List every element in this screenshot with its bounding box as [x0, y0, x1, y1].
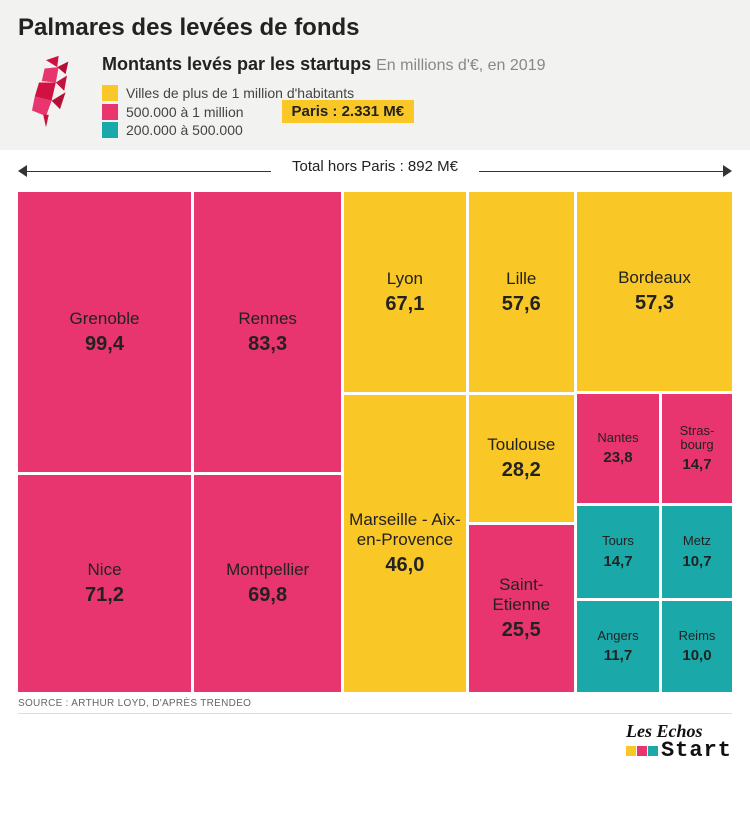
paris-label: Paris : — [292, 103, 338, 120]
legend-label: Villes de plus de 1 million d'habitants — [126, 85, 354, 101]
brand-bottom: Start — [661, 740, 732, 762]
total-bracket: Total hors Paris : 892 M€ — [18, 158, 732, 186]
legend-item-large: Villes de plus de 1 million d'habitants — [102, 85, 732, 101]
arrow-right-icon — [723, 165, 732, 177]
subtitle-bold: Montants levés par les startups — [102, 54, 371, 74]
treemap-cell: Angers11,7 — [577, 601, 659, 692]
infographic-root: Palmares des levées de fonds Montants le… — [0, 0, 750, 780]
brand-dot-icon — [626, 746, 636, 756]
treemap-cell: Reims10,0 — [662, 601, 732, 692]
swatch-small — [102, 122, 118, 138]
total-label: Total hors Paris : 892 M€ — [292, 158, 458, 175]
treemap-cell: Nice71,2 — [18, 475, 191, 692]
swatch-large — [102, 85, 118, 101]
subtitle-light: En millions d'€, en 2019 — [376, 57, 545, 74]
treemap-cell: Lyon67,1 — [344, 192, 465, 392]
arrow-left-icon — [18, 165, 27, 177]
treemap-cell: Stras- bourg14,7 — [662, 394, 732, 503]
header: Palmares des levées de fonds Montants le… — [0, 0, 750, 150]
paris-value: 2.331 M€ — [342, 103, 405, 120]
brand-dot-icon — [648, 746, 658, 756]
treemap-cell: Toulouse28,2 — [469, 395, 574, 522]
legend: Villes de plus de 1 million d'habitants … — [102, 85, 732, 138]
treemap-cell: Saint-Etienne25,5 — [469, 525, 574, 692]
treemap-cell: Tours14,7 — [577, 506, 659, 597]
treemap-cell: Lille57,6 — [469, 192, 574, 392]
footer: Les Echos Start — [0, 714, 750, 780]
legend-label: 200.000 à 500.000 — [126, 122, 243, 138]
legend-item-medium: 500.000 à 1 million Paris : 2.331 M€ — [102, 103, 732, 120]
brand-logo: Les Echos Start — [626, 722, 732, 762]
swatch-medium — [102, 104, 118, 120]
treemap-cell: Rennes83,3 — [194, 192, 341, 472]
source-line: SOURCE : ARTHUR LOYD, D'APRÈS TRENDEO — [18, 698, 732, 709]
treemap-cell: Nantes23,8 — [577, 394, 659, 503]
page-title: Palmares des levées de fonds — [18, 14, 732, 42]
legend-item-small: 200.000 à 500.000 — [102, 122, 732, 138]
paris-callout: Paris : 2.331 M€ — [282, 103, 415, 120]
treemap-cell: Bordeaux57,3 — [577, 192, 732, 391]
treemap-cell: Metz10,7 — [662, 506, 732, 597]
subtitle: Montants levés par les startups En milli… — [102, 54, 732, 75]
treemap-cell: Marseille - Aix-en-Provence46,0 — [344, 395, 465, 692]
rooster-icon — [18, 54, 88, 137]
treemap-cell: Montpellier69,8 — [194, 475, 341, 692]
brand-dot-icon — [637, 746, 647, 756]
treemap-cell: Grenoble99,4 — [18, 192, 191, 472]
legend-label: 500.000 à 1 million — [126, 104, 244, 120]
treemap-chart: Grenoble99,4Nice71,2Rennes83,3Montpellie… — [18, 192, 732, 692]
